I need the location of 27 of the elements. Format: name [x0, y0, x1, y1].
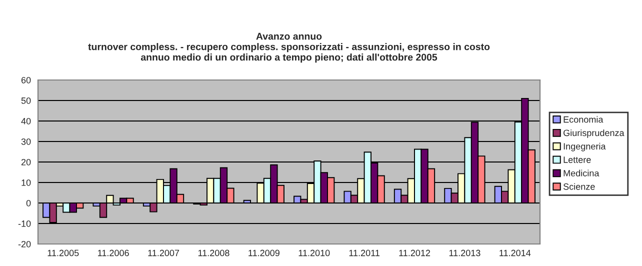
- legend-label: Giurisprudenza: [564, 129, 624, 138]
- legend-label: Lettere: [564, 156, 591, 163]
- chart-title: Avanzo annuo turnover compless. - recupero compless. sponsorizzati - assunzioni, espresso in costo annuo medio di un ordinario a tempo pieno; dati all'ottobre 2005: [88, 32, 490, 63]
- y-tick-label: 0: [26, 200, 31, 206]
- legend-label: Scienze: [563, 183, 595, 190]
- x-tick-label: 11.2013: [449, 250, 480, 256]
- legend-label: Economia: [564, 116, 604, 123]
- y-tick-label: -10: [18, 220, 31, 227]
- y-tick-label: 40: [21, 118, 31, 124]
- x-tick-label: 11.2014: [500, 250, 531, 256]
- y-tick-label: 30: [21, 138, 31, 145]
- y-tick-label: 10: [22, 179, 31, 186]
- y-tick-label: 50: [21, 97, 31, 104]
- y-tick-label: 60: [21, 76, 31, 84]
- y-tick-label: 20: [21, 158, 31, 166]
- x-tick-label: 11.2009: [248, 250, 280, 256]
- x-tick-label: 11.2011: [349, 250, 380, 256]
- y-tick-label: -20: [18, 240, 31, 248]
- x-tick-label: 11.2006: [98, 250, 129, 256]
- x-tick-label: 11.2010: [298, 250, 330, 256]
- x-tick-label: 11.2005: [48, 250, 79, 256]
- legend-label: Medicina: [564, 170, 600, 176]
- legend-label: Ingegneria: [564, 142, 606, 152]
- x-tick-label: 11.2008: [198, 250, 230, 256]
- bar: [243, 200, 251, 204]
- x-tick-label: 11.2007: [148, 250, 180, 256]
- x-tick-label: 11.2012: [399, 250, 430, 256]
